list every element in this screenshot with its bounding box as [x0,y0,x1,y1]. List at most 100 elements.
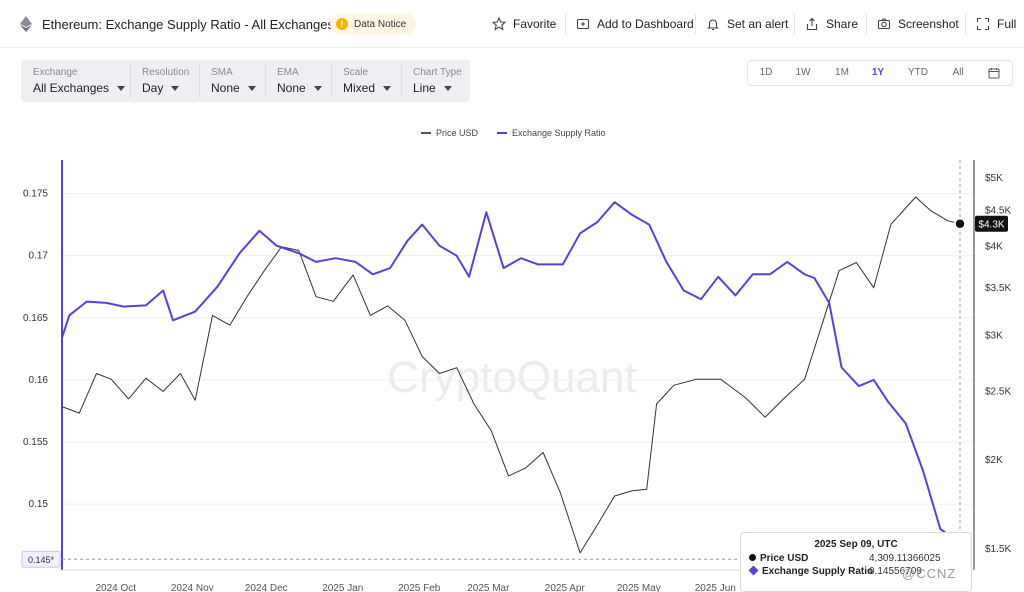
y-left-tick-label: 0.15 [29,499,49,510]
fullscreen-icon [976,17,990,31]
legend-swatch-price [421,132,431,134]
ratio-current-badge [21,550,61,568]
tooltip-marker-price [749,554,756,561]
price-series-line [61,196,961,554]
chevron-down-icon [117,85,126,91]
screenshot-button[interactable]: Screenshot [877,17,959,31]
exclamation-icon: ! [336,18,348,30]
camera-icon [877,18,891,30]
legend-swatch-ratio [497,132,507,134]
chart-controls: Exchange All Exchanges Resolution Day SM… [21,60,470,102]
chart-type-select-value: Line [413,81,436,95]
scale-select-label: Scale [343,67,369,78]
x-tick-label: 2024 Nov [171,583,214,592]
y-left-tick-label: 0.17 [29,251,49,262]
x-tick-label: 2025 Apr [545,583,586,592]
y-right-tick-label: $1.5K [985,544,1011,555]
tooltip-value-ratio: 0.14556709 [869,566,922,577]
chevron-down-icon [247,85,256,91]
data-notice-badge[interactable]: ! Data Notice [330,13,417,35]
y-right-tick-label: $5K [985,173,1003,184]
star-icon [492,17,506,31]
range-all-button[interactable]: All [952,67,964,78]
scale-select-value: Mixed [343,81,376,95]
y-left-tick-label: 0.155 [23,437,48,448]
chevron-down-icon [313,85,322,91]
chevron-down-icon [171,85,180,91]
legend-label-ratio: Exchange Supply Ratio [512,128,606,138]
sma-select-label: SMA [211,67,233,78]
dashboard-add-icon [576,18,590,30]
y-left-tick-label: 0.16 [29,375,49,386]
add-to-dashboard-button[interactable]: Add to Dashboard [576,17,694,31]
y-left-tick-label: 0.175 [23,189,48,200]
exchange-select-label: Exchange [33,67,78,78]
range-ytd-button[interactable]: YTD [908,67,928,78]
chevron-down-icon [443,85,452,91]
chart-type-select-label: Chart Type [413,67,462,78]
x-tick-label: 2025 May [617,583,661,592]
range-1y-button[interactable]: 1Y [871,67,885,78]
share-icon [806,17,818,31]
ema-select-value: None [277,81,306,95]
set-alert-button[interactable]: Set an alert [706,17,788,31]
favorite-button[interactable]: Favorite [492,17,556,31]
share-label: Share [826,17,859,31]
chart-legend: Price USD Exchange Supply Ratio [0,128,1024,142]
tooltip-value-price: 4,309.11366025 [869,553,941,564]
hover-tooltip: 2025 Sep 09, UTC Price USD 4,309.1136602… [740,532,972,592]
range-1m-button[interactable]: 1M [835,67,849,78]
price-current-badge [975,215,1008,232]
price-hover-marker [954,217,966,230]
screenshot-label: Screenshot [898,17,959,31]
set-alert-label: Set an alert [727,17,789,31]
x-tick-label: 2025 Jun [695,583,736,592]
tooltip-row-price: Price USD [749,553,808,564]
full-button[interactable]: Full [976,17,1016,31]
y-right-tick-label: $4.5K [985,205,1011,216]
add-to-dashboard-label: Add to Dashboard [597,17,694,31]
y-right-tick-label: $3K [985,330,1003,341]
ema-select-label: EMA [277,67,299,78]
tooltip-label-ratio: Exchange Supply Ratio [762,566,874,577]
watermark-text: CryptoQuant [387,353,636,402]
y-left-tick-label: 0.165 [23,313,48,324]
page-title: Ethereum: Exchange Supply Ratio - All Ex… [42,17,334,32]
range-1w-button[interactable]: 1W [795,67,811,78]
x-tick-label: 2025 Jan [322,583,363,592]
resolution-select-label: Resolution [142,67,190,78]
range-1d-button[interactable]: 1D [759,67,773,78]
tooltip-row-ratio: Exchange Supply Ratio [748,565,874,577]
range-selector: 1D 1W 1M 1Y YTD All [747,60,1013,86]
exchange-select-value: All Exchanges [33,81,110,95]
share-button[interactable]: Share [805,17,858,31]
x-tick-label: 2024 Dec [245,583,288,592]
tooltip-marker-ratio [748,565,759,576]
bell-icon [707,19,719,31]
data-notice-label: Data Notice [354,18,407,30]
y-right-tick-label: $4K [985,242,1003,253]
corner-watermark: @CCNZ [902,566,957,581]
y-right-tick-label: $2.5K [985,386,1011,397]
favorite-label: Favorite [513,17,557,31]
legend-label-price: Price USD [436,128,479,138]
y-right-tick-label: $3.5K [985,283,1011,294]
x-tick-label: 2025 Mar [467,583,510,592]
legend-item-ratio[interactable]: Exchange Supply Ratio [497,128,606,138]
ratio-series-line [61,201,961,560]
sma-select-value: None [211,81,240,95]
tooltip-label-price: Price USD [760,553,809,564]
ethereum-logo-icon [20,16,32,32]
chevron-down-icon [383,85,392,91]
calendar-icon[interactable] [988,67,1000,79]
legend-item-price[interactable]: Price USD [421,128,478,138]
y-right-tick-label: $2K [985,455,1003,466]
x-tick-label: 2025 Feb [398,583,441,592]
price-current-label: $4.3K [978,220,1004,231]
header-bar: Ethereum: Exchange Supply Ratio - All Ex… [0,0,1024,48]
full-label: Full [997,17,1017,31]
ratio-current-label: 0.145* [28,555,55,565]
tooltip-date: 2025 Sep 09, UTC [814,539,898,550]
resolution-select-value: Day [142,81,164,95]
